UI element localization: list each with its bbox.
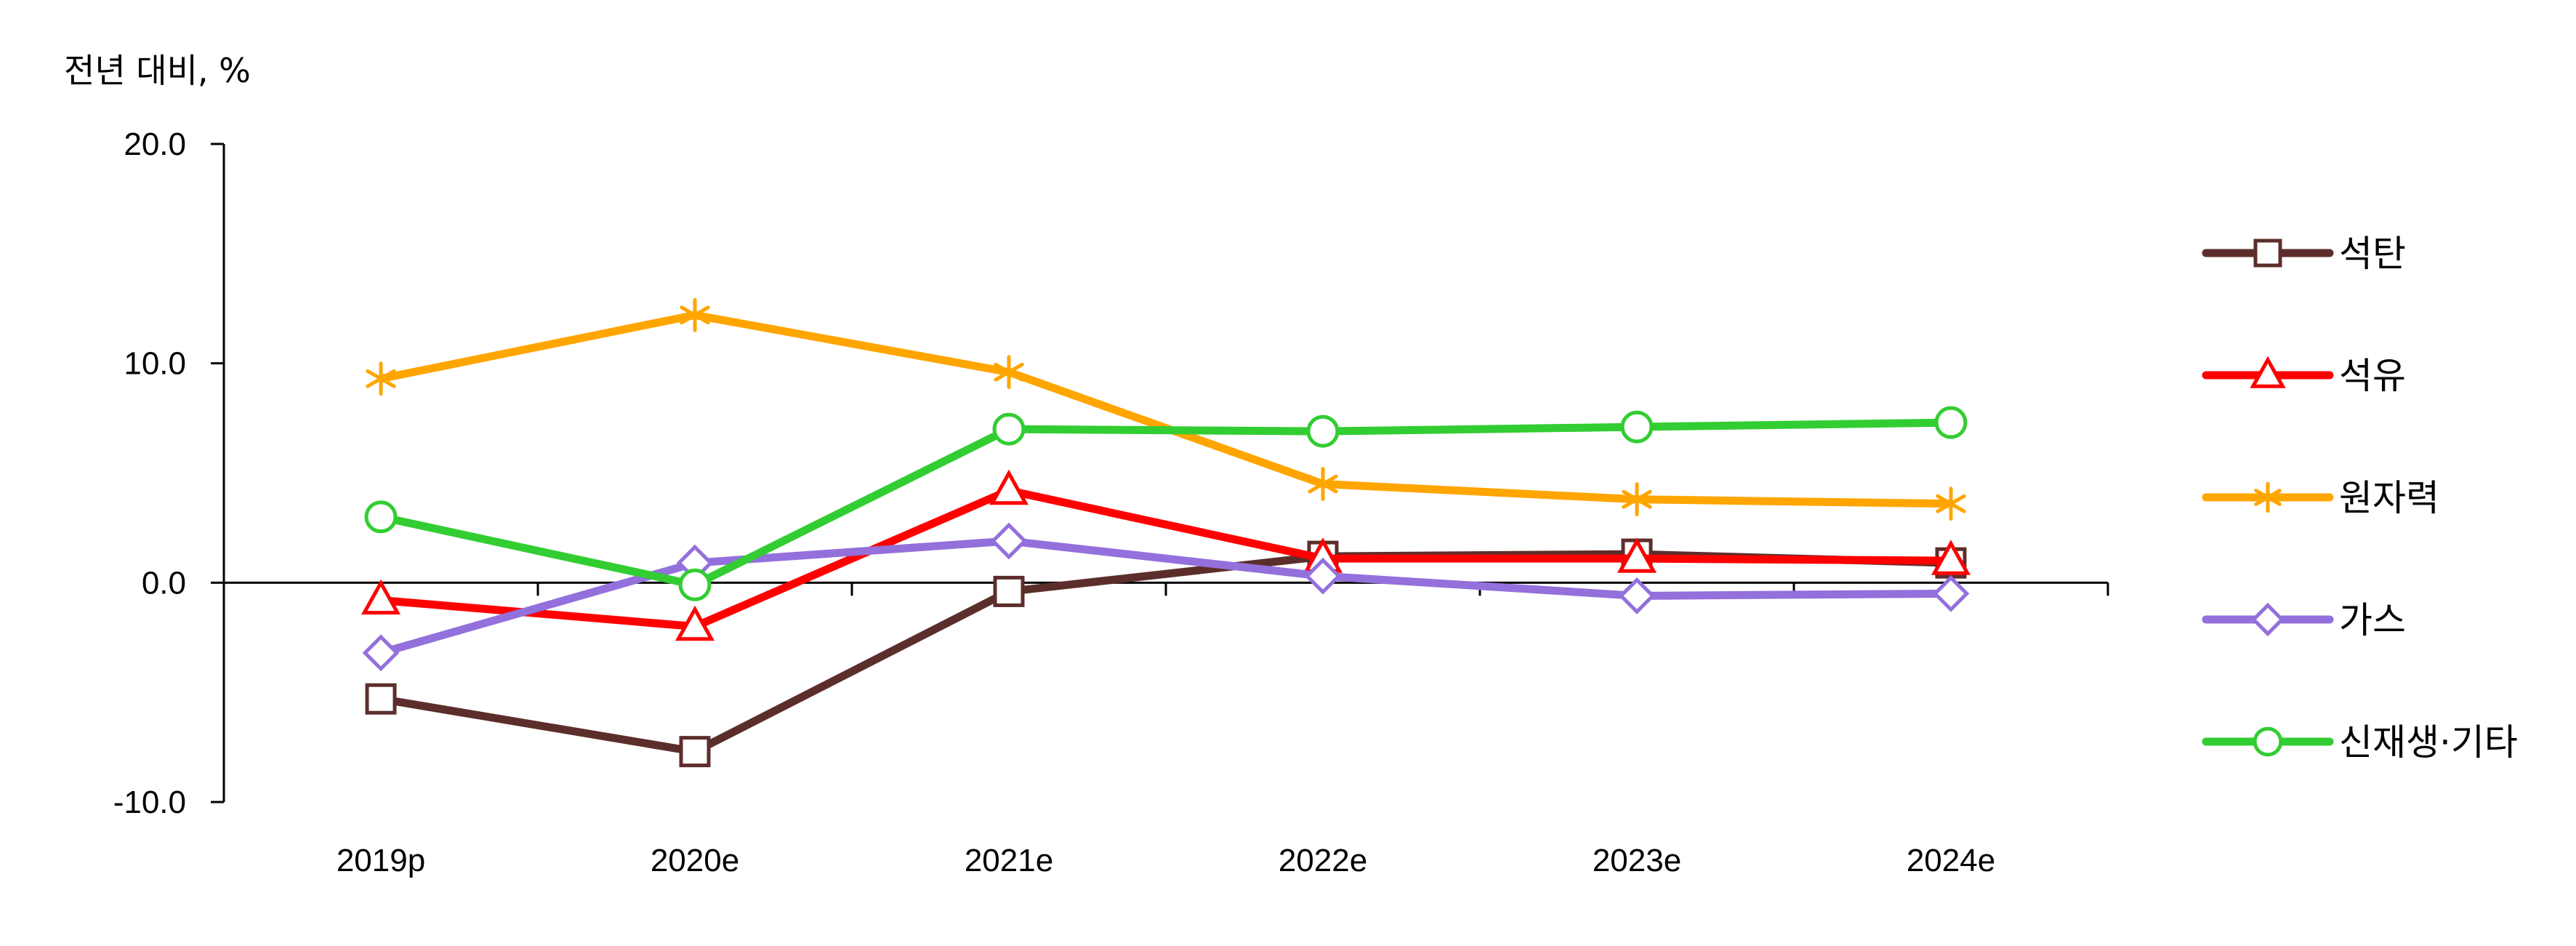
series-2: [361, 469, 1971, 641]
series-line: [377, 537, 1955, 657]
data-point: [1306, 414, 1340, 448]
data-point: [1932, 575, 1970, 612]
series-3: [366, 297, 1966, 521]
data-point: [1308, 467, 1338, 501]
data-point: [1931, 540, 1971, 575]
data-point: [364, 500, 398, 534]
legend-label: 원자력: [2339, 477, 2439, 519]
data-point: [675, 605, 715, 641]
y-tick-label: 0.0: [142, 565, 186, 601]
series-line: [377, 418, 1955, 589]
legend-label: 신재생·기타: [2339, 721, 2518, 763]
data-point: [366, 361, 396, 396]
legend-marker: [2253, 726, 2283, 757]
legend-marker: [2254, 481, 2282, 513]
data-point: [990, 522, 1028, 560]
series-line: [377, 310, 1955, 508]
data-point: [1617, 537, 1657, 573]
data-point: [1620, 410, 1654, 444]
axes: 20.0 10.0 0.0 -10.0 2019p 2020e 2021e 2022e 2023…: [113, 127, 2109, 878]
series-4: [362, 522, 1970, 672]
data-point: [680, 297, 710, 332]
legend-label: 가스: [2339, 599, 2406, 641]
legend-item: 신재생·기타: [2202, 721, 2518, 763]
data-point: [362, 634, 400, 672]
x-tick-label: 2019p: [337, 843, 425, 878]
y-tick-label: 10.0: [124, 346, 186, 382]
legend-marker: [2250, 602, 2285, 637]
data-point: [1622, 482, 1652, 517]
series-1: [365, 538, 1967, 768]
legend-marker: [2253, 238, 2282, 268]
data-point: [365, 683, 397, 715]
y-tick-label: 20.0: [124, 127, 186, 162]
data-point: [679, 736, 711, 768]
legend-marker: [2250, 356, 2286, 388]
data-point: [994, 355, 1024, 390]
y-tick-label: -10.0: [113, 785, 186, 820]
data-point: [1304, 557, 1342, 595]
legend-item: 원자력: [2202, 477, 2439, 519]
data-point: [1618, 577, 1656, 614]
legend-item: 가스: [2202, 599, 2406, 641]
legend-item: 석탄: [2202, 233, 2406, 275]
x-tick-label: 2020e: [651, 843, 739, 878]
series-layer: [361, 297, 1971, 768]
data-point: [1934, 406, 1968, 439]
y-axis-label: 전년 대비, %: [64, 51, 251, 90]
data-point: [361, 579, 401, 615]
x-tick-label: 2023e: [1593, 843, 1681, 878]
data-point: [989, 469, 1029, 505]
legend-label: 석탄: [2339, 233, 2406, 275]
legend-item: 석유: [2202, 355, 2406, 397]
data-point: [1936, 486, 1966, 521]
series-line: [377, 486, 1955, 631]
data-point: [992, 412, 1026, 446]
x-tick-label: 2021e: [965, 843, 1053, 878]
data-point: [993, 575, 1025, 607]
x-tick-label: 2022e: [1279, 843, 1367, 878]
legend-label: 석유: [2339, 355, 2406, 397]
series-5: [364, 406, 1968, 601]
x-tick-label: 2024e: [1907, 843, 1995, 878]
data-point: [678, 568, 712, 601]
